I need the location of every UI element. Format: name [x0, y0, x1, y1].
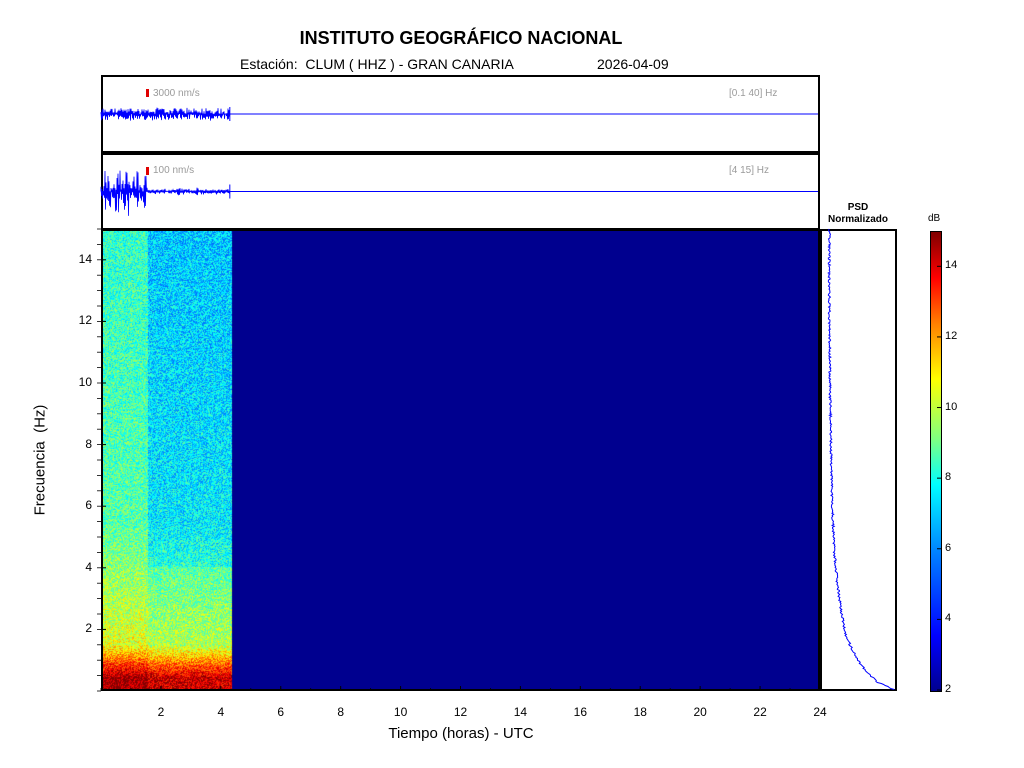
psd-title: PSD Normalizado [812, 202, 904, 226]
colorbar-tick-label-2: 6 [945, 541, 952, 554]
scale-bar-1 [146, 89, 149, 97]
band-label-1: [0.1 40] Hz [729, 88, 778, 99]
spectrogram-panel [101, 229, 820, 691]
x-tick-label-11: 24 [813, 705, 827, 719]
scale-label-2: 100 nm/s [153, 165, 195, 176]
filtered-trace-signal [100, 170, 231, 216]
colorbar-tick-label-5: 12 [945, 329, 958, 342]
colorbar-tick-label-4: 10 [945, 400, 958, 413]
x-tick-label-6: 14 [513, 705, 528, 719]
station-subtitle: Estación: CLUM ( HHZ ) - GRAN CANARIA [240, 56, 514, 72]
chart-title: INSTITUTO GEOGRÁFICO NACIONAL [299, 28, 623, 48]
psd-line [827, 228, 895, 690]
x-tick-label-0: 2 [157, 705, 165, 719]
colorbar-unit: dB [928, 213, 941, 224]
colorbar-tick-label-1: 4 [945, 612, 952, 625]
x-tick-label-10: 22 [753, 705, 767, 719]
x-tick-label-1: 4 [217, 705, 225, 719]
y-tick-label-6: 14 [78, 251, 92, 266]
x-tick-label-3: 8 [337, 705, 344, 719]
colorbar-tick-label-3: 8 [945, 471, 952, 484]
colorbar-tick-label-6: 14 [945, 259, 958, 272]
x-tick-label-7: 16 [573, 705, 588, 719]
y-tick-label-3: 8 [85, 436, 92, 451]
broadband-trace-signal [100, 107, 231, 121]
psd-title-line1: PSD [847, 202, 869, 213]
x-axis-label: Tiempo (horas) - UTC [388, 725, 534, 742]
x-tick-label-8: 18 [633, 705, 647, 719]
date-label: 2026-04-09 [597, 56, 669, 72]
band-label-2: [4 15] Hz [729, 165, 770, 176]
y-tick-label-5: 12 [78, 313, 92, 328]
colorbar-tick-label-0: 2 [945, 683, 952, 695]
spectrogram-heatmap [103, 231, 818, 689]
x-tick-label-4: 10 [393, 705, 408, 719]
x-tick-label-9: 20 [693, 705, 707, 719]
y-tick-label-2: 6 [85, 498, 92, 513]
y-tick-label-0: 2 [85, 621, 92, 636]
x-tick-label-5: 12 [453, 705, 468, 719]
y-tick-label-1: 4 [85, 559, 92, 574]
colorbar [930, 231, 942, 692]
scale-label-1: 3000 nm/s [153, 88, 200, 99]
x-tick-label-2: 6 [277, 705, 285, 719]
psd-title-line2: Normalizado [827, 214, 888, 225]
psd-panel [820, 229, 897, 691]
y-tick-label-4: 10 [78, 375, 92, 389]
scale-bar-2 [146, 167, 149, 175]
